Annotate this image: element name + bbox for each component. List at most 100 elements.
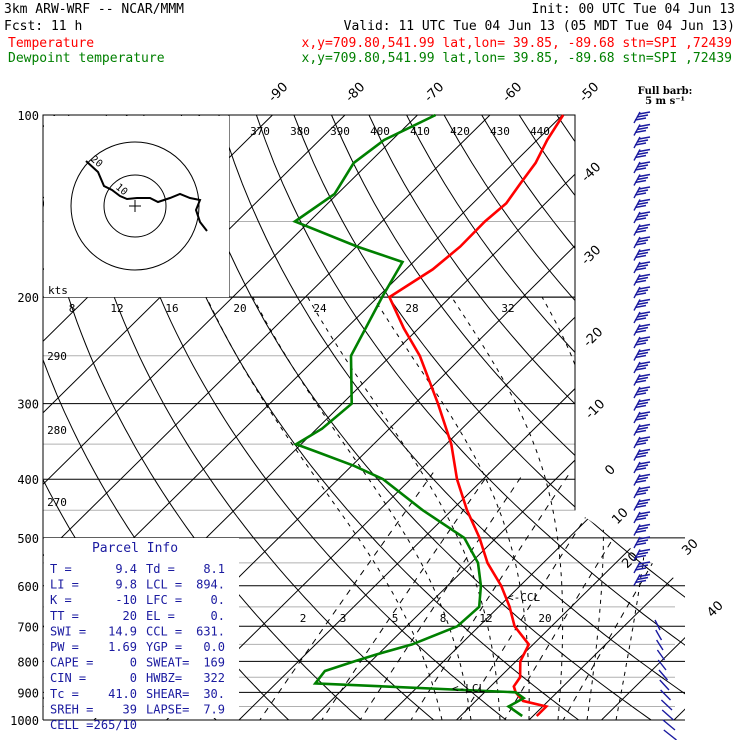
barb-flag	[634, 117, 647, 121]
wet-adiabat-20	[372, 296, 530, 720]
barb-flag	[634, 554, 647, 559]
parcel-row-label2: LFC =	[146, 593, 182, 607]
barb-flag	[638, 536, 651, 540]
barb-flag	[634, 204, 647, 209]
parcel-row-value2: 8.1	[203, 562, 225, 576]
barb-flag	[636, 476, 649, 481]
parcel-row-value: 1.69	[108, 640, 137, 654]
barb-lower	[656, 649, 666, 661]
barb-flag	[636, 464, 649, 468]
isobar-label-200: 200	[17, 291, 39, 305]
mixing-ratio-low-label-0: 2	[300, 612, 307, 625]
parcel-row-value: 20	[123, 609, 137, 623]
model-title: 3km ARW-WRF -- NCAR/MMM	[4, 2, 184, 17]
isentrope-top-label-2: 390	[330, 125, 350, 138]
barb-lower	[660, 689, 671, 701]
parcel-row-label2: LCL =	[146, 578, 182, 592]
barb-flag	[638, 398, 651, 403]
barb-flag	[636, 539, 649, 543]
mixing-ratio-top-label-2: 16	[165, 302, 178, 315]
barb-flag	[638, 411, 651, 415]
barb-flag	[638, 548, 651, 553]
barb-flag	[634, 304, 647, 309]
barb-lower	[661, 709, 674, 721]
dry-adiabat-310	[180, 115, 670, 720]
parcel-row-label2: SWEAT=	[146, 656, 189, 670]
barb-lower	[663, 729, 677, 740]
isotherm-label-6: -30	[579, 243, 605, 269]
barb-flag	[636, 176, 649, 181]
isotherm-label-7: -20	[581, 325, 607, 351]
parcel-row-value2: 7.9	[203, 702, 225, 716]
isentrope-left-label-1: 280	[47, 424, 67, 437]
lcl-annotation: <-LCL	[452, 682, 485, 695]
parcel-row-label: K =	[50, 593, 72, 607]
barb-flag	[636, 551, 649, 556]
barb-flag	[634, 242, 647, 246]
dry-adiabat-350	[331, 115, 685, 720]
barb-flag	[636, 526, 649, 531]
isentrope-top-label-3: 400	[370, 125, 390, 138]
isotherm--20	[238, 115, 685, 720]
barb-flag	[636, 564, 649, 568]
isentrope-top-label-1: 380	[290, 125, 310, 138]
barb-flag	[638, 198, 651, 203]
dry-adiabat-320	[218, 115, 685, 720]
hodo-ring-inner	[103, 174, 167, 238]
barb-flag	[638, 511, 651, 515]
legend-dewpoint-label: Dewpoint temperature	[8, 51, 165, 66]
sounding-curves: <-CCL <-LCL	[292, 113, 565, 718]
barb-flag	[638, 286, 651, 290]
mixing-ratio-top-label-6: 32	[501, 302, 514, 315]
barb-flag	[634, 167, 647, 171]
parcel-row-label: PW =	[50, 640, 79, 654]
barb-flag	[638, 461, 651, 465]
barb-flag	[638, 448, 651, 453]
mixing-ratio-low-label-4: 12	[479, 612, 492, 625]
isotherm--70	[43, 115, 491, 720]
forecast-hour: Fcst: 11 h	[4, 19, 82, 34]
isentrope-left-label-0: 290	[47, 350, 67, 363]
parcel-row-value: -10	[115, 593, 137, 607]
isentrope-top-label-6: 430	[490, 125, 510, 138]
barb-flag	[636, 189, 649, 193]
barb-flag	[636, 201, 649, 206]
isentrope-top-label-5: 420	[450, 125, 470, 138]
isobar-label-800: 800	[17, 655, 39, 669]
barb-flag	[634, 179, 647, 184]
isobar-label-400: 400	[17, 473, 39, 487]
isotherm-label-2: -70	[422, 80, 448, 106]
isentrope-top-label-4: 410	[410, 125, 430, 138]
dry-adiabat-370	[406, 115, 685, 720]
isobar-label-300: 300	[17, 398, 39, 412]
isobar-label-500: 500	[17, 532, 39, 546]
isentrope-top-label-7: 440	[530, 125, 550, 138]
barb-legend: Full barb: 5 m s⁻¹	[638, 86, 693, 107]
barb-lower	[658, 669, 669, 681]
isotherm-label-8: -10	[583, 397, 609, 423]
parcel-row-label: TT =	[50, 609, 79, 623]
parcel-row-label2: HWBZ=	[146, 671, 182, 685]
barb-flag	[636, 339, 649, 343]
barb-flag	[638, 298, 651, 303]
wet-adiabat-12	[252, 296, 472, 720]
barb-flag	[636, 239, 649, 243]
wet-adiabat-28	[541, 296, 604, 720]
valid-time: Valid: 11 UTC Tue 04 Jun 13 (05 MDT Tue …	[344, 19, 735, 34]
barb-flag	[634, 442, 647, 446]
init-time: Init: 00 UTC Tue 04 Jun 13	[532, 2, 736, 17]
dry-adiabat-450	[707, 115, 740, 733]
parcel-row-value2: 322	[203, 671, 225, 685]
dry-adiabat-420	[593, 115, 685, 720]
parcel-row-value: 9.8	[115, 578, 137, 592]
isotherm-label-3: -60	[500, 80, 526, 106]
parcel-row-value: 14.9	[108, 624, 137, 638]
parcel-row-value: 0	[130, 671, 137, 685]
isobar-label-700: 700	[17, 620, 39, 634]
barb-flag	[638, 473, 651, 478]
parcel-row-label: CIN =	[50, 671, 86, 685]
isotherm-10	[456, 115, 685, 720]
parcel-row-value2: 30.	[203, 687, 225, 701]
